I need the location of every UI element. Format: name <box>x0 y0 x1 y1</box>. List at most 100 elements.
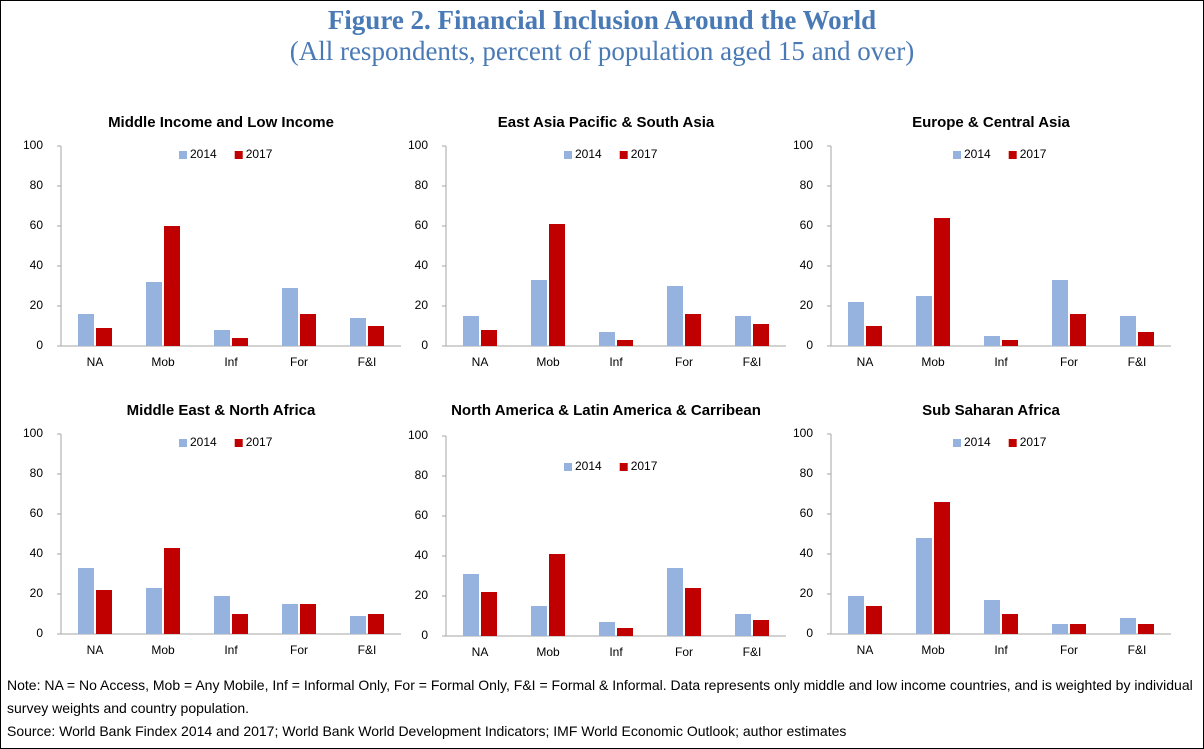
y-tick-label: 40 <box>415 548 429 562</box>
y-tick-label: 100 <box>793 426 813 440</box>
y-tick-label: 100 <box>408 138 428 152</box>
chart-panel: 0 20 40 60 80 100 NA Mob Inf For F&I 2014 2017 Middle… <box>11 394 401 684</box>
bar <box>1002 340 1018 346</box>
bar <box>463 316 479 346</box>
x-tick-label: NA <box>472 645 489 659</box>
y-tick-label: 20 <box>800 586 814 600</box>
x-tick-label: Inf <box>609 355 623 369</box>
bar <box>146 282 162 346</box>
bar <box>481 330 497 346</box>
y-tick-label: 40 <box>800 258 814 272</box>
x-tick-label: F&I <box>743 645 762 659</box>
bar <box>848 302 864 346</box>
x-tick-label: NA <box>857 643 874 657</box>
y-tick-label: 80 <box>30 178 44 192</box>
bar <box>599 622 615 636</box>
y-tick-label: 40 <box>415 258 429 272</box>
chart: 0 20 40 60 80 100 NA Mob Inf For F&I 2014 2017 <box>23 426 401 657</box>
y-tick-label: 60 <box>800 218 814 232</box>
x-tick-label: F&I <box>358 643 377 657</box>
x-tick-label: For <box>1060 355 1078 369</box>
legend-label: 2014 <box>190 435 217 449</box>
legend-swatch <box>1008 151 1017 159</box>
x-tick-label: NA <box>87 643 104 657</box>
bar <box>78 568 94 634</box>
y-tick-label: 60 <box>415 508 429 522</box>
bar <box>866 326 882 346</box>
x-tick-label: Mob <box>921 355 945 369</box>
legend-label: 2017 <box>1020 435 1047 449</box>
legend-swatch <box>619 463 628 471</box>
x-tick-label: F&I <box>1128 643 1147 657</box>
bar <box>531 606 547 636</box>
legend-swatch <box>953 151 961 159</box>
bar <box>667 568 683 636</box>
y-tick-label: 20 <box>415 298 429 312</box>
bar <box>1120 618 1136 634</box>
bar <box>232 614 248 634</box>
legend-label: 2017 <box>246 147 273 161</box>
bar <box>164 226 180 346</box>
bar <box>481 592 497 636</box>
chart: 0 20 40 60 80 100 NA Mob Inf For F&I 2014 2017 <box>23 138 401 369</box>
y-tick-label: 0 <box>36 626 43 640</box>
chart-title: Sub Saharan Africa <box>922 402 1060 419</box>
y-tick-label: 80 <box>800 178 814 192</box>
bar <box>368 326 384 346</box>
x-tick-label: NA <box>472 355 489 369</box>
x-tick-label: F&I <box>358 355 377 369</box>
bar <box>1138 624 1154 634</box>
bar <box>549 224 565 346</box>
bar <box>667 286 683 346</box>
figure-subtitle: (All respondents, percent of population … <box>289 36 915 66</box>
legend-swatch <box>1008 439 1017 447</box>
bar <box>735 614 751 636</box>
y-tick-label: 0 <box>421 628 428 642</box>
bar <box>1002 614 1018 634</box>
bar <box>735 316 751 346</box>
figure-title: Figure 2. Financial Inclusion Around the… <box>327 5 877 35</box>
chart-title: Europe & Central Asia <box>912 114 1070 131</box>
x-tick-label: Inf <box>609 645 623 659</box>
y-tick-label: 100 <box>23 138 43 152</box>
bar <box>916 538 932 634</box>
bar <box>368 614 384 634</box>
y-tick-label: 20 <box>415 588 429 602</box>
x-tick-label: F&I <box>743 355 762 369</box>
y-tick-label: 40 <box>800 546 814 560</box>
bar <box>685 588 701 636</box>
y-tick-label: 100 <box>23 426 43 440</box>
chart-panel: 0 20 40 60 80 100 NA Mob Inf For F&I 2014 2017 North … <box>396 394 786 684</box>
y-tick-label: 20 <box>30 298 44 312</box>
y-tick-label: 60 <box>415 218 429 232</box>
y-tick-label: 60 <box>800 506 814 520</box>
bar <box>146 588 162 634</box>
bar <box>1070 314 1086 346</box>
chart-title: East Asia Pacific & South Asia <box>497 114 715 131</box>
source: Source: World Bank Findex 2014 and 2017;… <box>7 723 847 739</box>
x-tick-label: NA <box>87 355 104 369</box>
bar <box>753 324 769 346</box>
bar <box>848 596 864 634</box>
notes: Note: NA = No Access, Mob = Any Mobile, … <box>7 674 1197 743</box>
bar <box>1070 624 1086 634</box>
bar <box>282 604 298 634</box>
bar <box>617 340 633 346</box>
legend-swatch <box>564 463 572 471</box>
x-tick-label: For <box>290 643 308 657</box>
y-tick-label: 0 <box>36 338 43 352</box>
chart-panel: 0 20 40 60 80 100 NA Mob Inf For F&I 2014 2017 Middle… <box>11 106 401 396</box>
bar <box>549 554 565 636</box>
bar <box>1052 280 1068 346</box>
x-tick-label: Inf <box>224 355 238 369</box>
x-tick-label: For <box>290 355 308 369</box>
chart-title: North America & Latin America & Carribea… <box>451 402 761 419</box>
y-tick-label: 0 <box>806 338 813 352</box>
x-tick-label: NA <box>857 355 874 369</box>
bar <box>916 296 932 346</box>
x-tick-label: Mob <box>151 643 175 657</box>
chart: 0 20 40 60 80 100 NA Mob Inf For F&I 2014 2017 <box>793 138 1171 369</box>
bar <box>300 314 316 346</box>
legend-label: 2014 <box>575 147 602 161</box>
y-tick-label: 0 <box>806 626 813 640</box>
